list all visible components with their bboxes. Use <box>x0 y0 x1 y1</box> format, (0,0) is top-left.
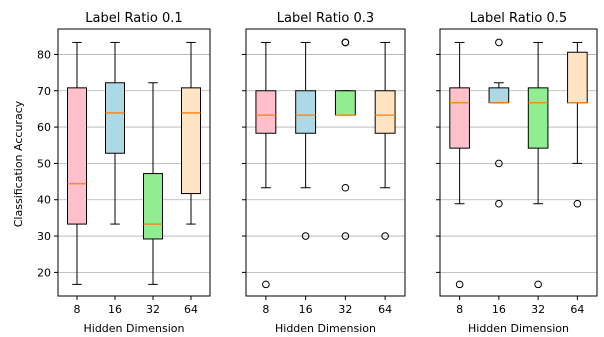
panel-title: Label Ratio 0.1 <box>85 11 182 26</box>
axes-frame <box>439 28 598 297</box>
y-tick-label: 30 <box>37 230 51 243</box>
x-axis-label: Hidden Dimension <box>275 322 376 335</box>
outlier-point <box>495 159 503 168</box>
y-tick-label: 40 <box>37 194 51 207</box>
box-64 <box>374 90 396 134</box>
x-tick-label: 8 <box>456 303 463 316</box>
box-32 <box>334 90 356 116</box>
outlier-point <box>341 183 350 192</box>
box-16 <box>488 87 510 104</box>
panel-title: Label Ratio 0.3 <box>277 11 374 26</box>
y-tick-label: 80 <box>37 48 51 61</box>
outlier-point <box>534 280 542 289</box>
outlier-point <box>301 232 310 240</box>
chart-panel-3: 8 16 32 64 Label Ratio 0.5 Hidden Dimension <box>436 11 598 335</box>
x-tick-label: 32 <box>531 303 545 316</box>
y-tick-label: 70 <box>37 85 51 98</box>
outlier-point <box>455 280 464 289</box>
chart-panel-1: 20 30 40 50 60 70 80 8 16 32 64 Label Ratio 0.1 Hidd… <box>37 11 211 335</box>
y-tick-label: 50 <box>37 157 51 170</box>
box-16 <box>295 90 317 134</box>
x-tick-label: 64 <box>378 303 392 316</box>
x-tick-label: 64 <box>570 303 584 316</box>
box-8 <box>67 87 87 225</box>
x-tick-label: 8 <box>74 303 81 316</box>
outlier-point <box>341 232 350 240</box>
outlier-point <box>495 199 503 208</box>
y-tick-label: 20 <box>37 266 51 279</box>
box-32 <box>143 173 163 240</box>
x-tick-label: 32 <box>338 303 352 316</box>
y-tick-label: 60 <box>37 121 51 134</box>
x-tick-label: 32 <box>146 303 160 316</box>
axes-frame <box>245 28 406 297</box>
box-8 <box>449 87 470 149</box>
panel-title: Label Ratio 0.5 <box>470 11 567 26</box>
x-axis-label: Hidden Dimension <box>468 322 569 335</box>
box-64 <box>181 87 201 195</box>
chart-panels: 20 30 40 50 60 70 80 8 16 32 64 Label Ratio 0.1 Hidd… <box>37 11 598 335</box>
box-8 <box>255 90 277 134</box>
x-tick-label: 16 <box>299 303 313 316</box>
axes-frame <box>57 28 211 297</box>
y-axis-label: Classification Accuracy <box>12 100 25 227</box>
box-64 <box>567 51 588 104</box>
box-16 <box>105 82 125 154</box>
outlier-point <box>495 38 503 47</box>
x-axis-label: Hidden Dimension <box>84 322 185 335</box>
x-tick-label: 16 <box>108 303 122 316</box>
outlier-point <box>262 280 270 289</box>
x-tick-label: 8 <box>262 303 269 316</box>
chart-panel-2: 8 16 32 64 Label Ratio 0.3 Hidden Dimension <box>242 11 406 335</box>
outlier-point <box>381 232 389 240</box>
x-tick-label: 16 <box>492 303 506 316</box>
box-32 <box>527 87 549 149</box>
outlier-point <box>341 38 350 47</box>
x-tick-label: 64 <box>184 303 198 316</box>
outlier-point <box>573 199 582 208</box>
